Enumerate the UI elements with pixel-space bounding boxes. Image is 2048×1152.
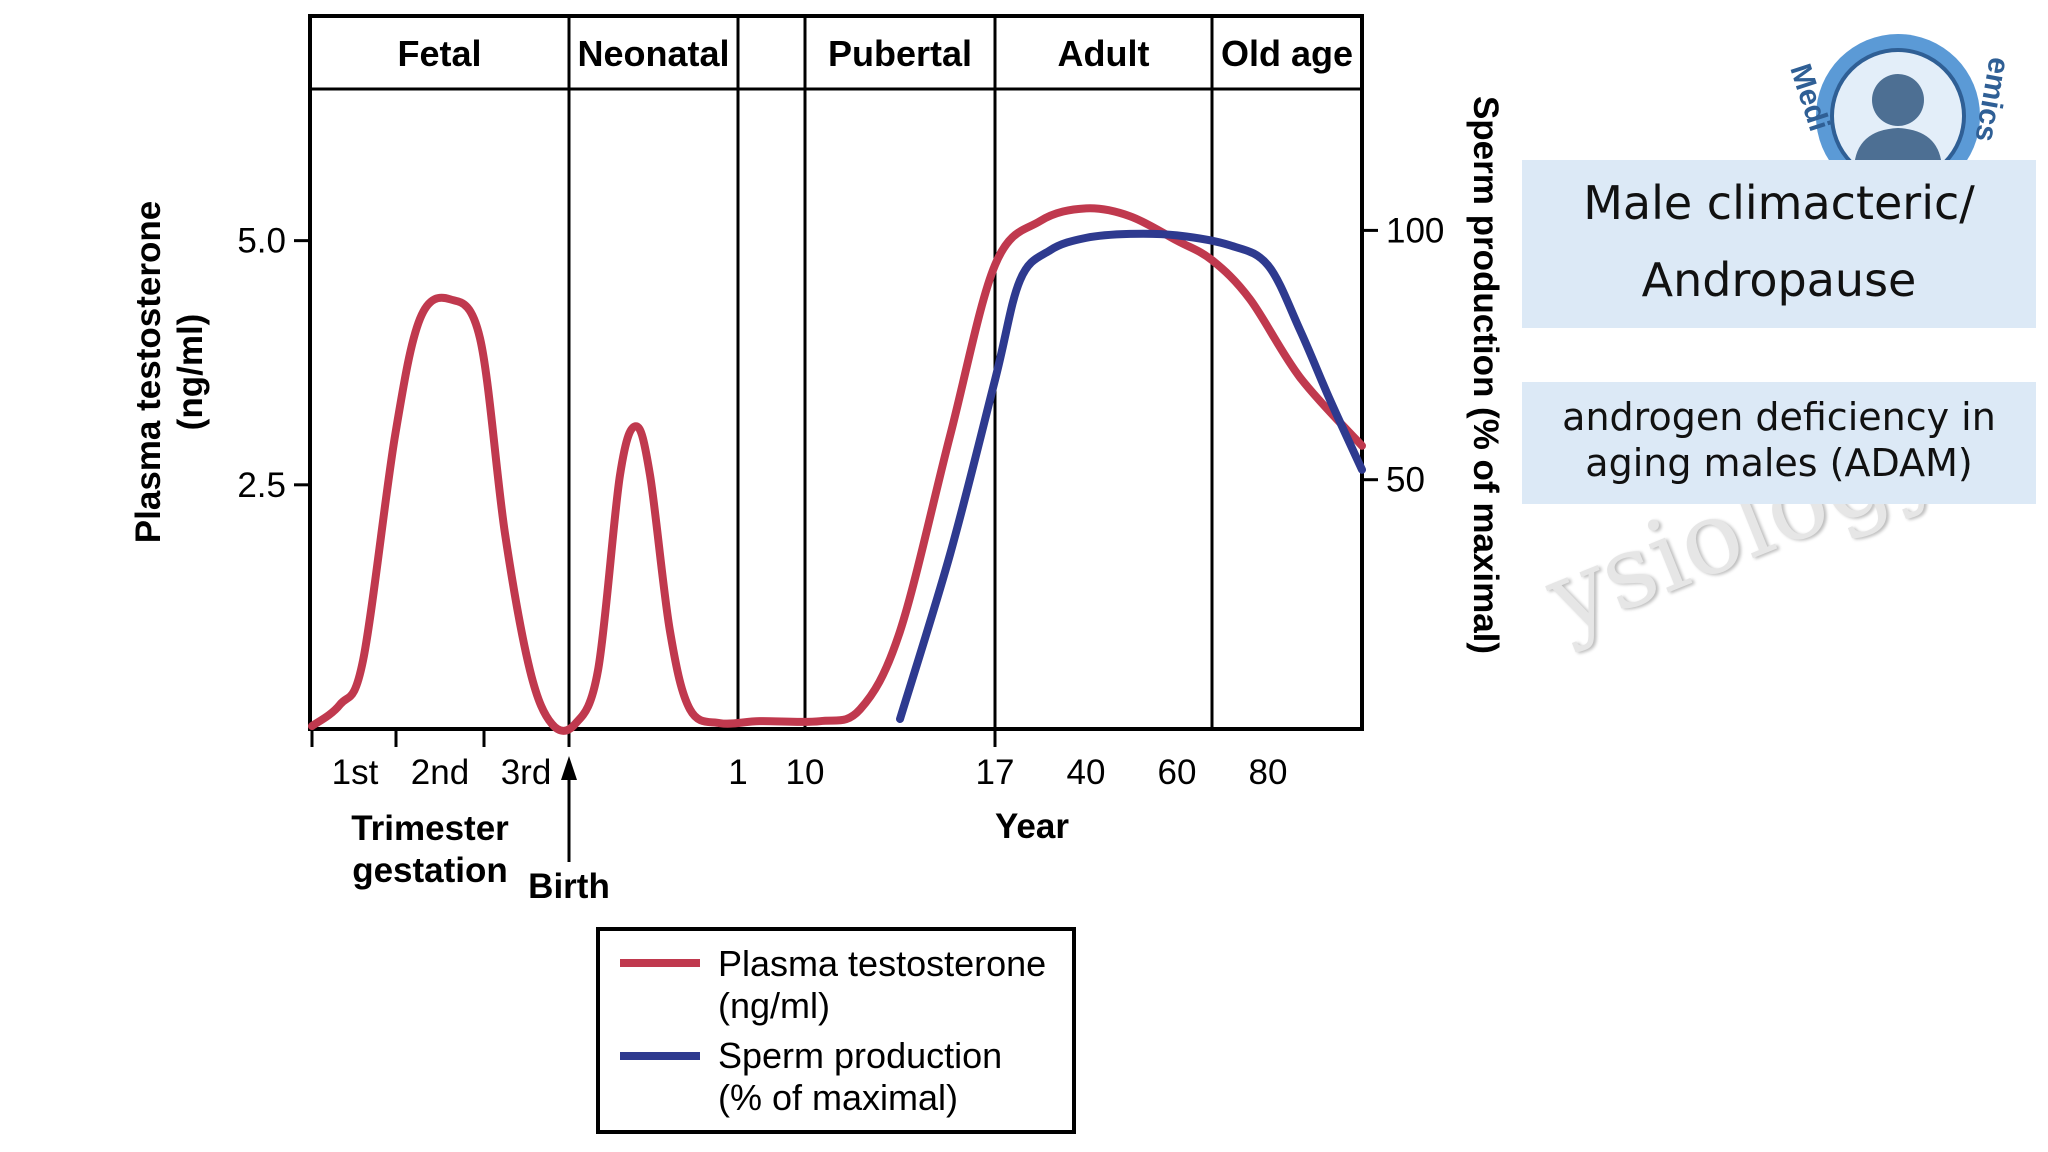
adam-box: androgen deficiency in aging males (ADAM…: [1522, 382, 2036, 504]
trimester-tick-label: 1st: [332, 753, 379, 792]
phase-label: Old age: [1221, 33, 1353, 74]
sperm-production-curve: [896, 229, 1366, 724]
legend-sperm-line2: (% of maximal): [718, 1077, 958, 1118]
andropause-box: Male climacteric/ Andropause: [1522, 160, 2036, 328]
trimester-label-line2: gestation: [352, 851, 508, 890]
year-tick-label: 17: [976, 753, 1015, 792]
left-axis-title-line2: (ng/ml): [171, 314, 210, 431]
right-axis-title: Sperm production (% of maximal): [1466, 96, 1505, 654]
adam-line2: aging males (ADAM): [1585, 441, 1973, 485]
testosterone-curve: [308, 204, 1366, 735]
plot-frame: [308, 14, 1364, 731]
trimester-tick-label: 2nd: [411, 753, 469, 792]
left-axis-title-line1: Plasma testosterone: [129, 201, 168, 543]
phase-label: Neonatal: [577, 33, 729, 74]
channel-logo: Medi emics: [1780, 18, 2016, 168]
doctor-body-icon: [1854, 128, 1942, 168]
year-tick-label: 10: [786, 753, 825, 792]
trimester-label-line1: Trimester: [351, 809, 509, 848]
legend-testosterone-line2: (ng/ml): [718, 985, 830, 1026]
left-tick-label: 2.5: [237, 466, 286, 505]
right-tick-label: 100: [1386, 211, 1444, 250]
andropause-line2: Andropause: [1641, 253, 1917, 307]
year-tick-label: 80: [1249, 753, 1288, 792]
data-points: [355, 211, 1268, 729]
birth-label: Birth: [528, 867, 610, 906]
year-tick-label: 40: [1067, 753, 1106, 792]
phase-label: Fetal: [397, 33, 481, 74]
year-tick-label: 60: [1158, 753, 1197, 792]
year-tick-label: 1: [728, 753, 747, 792]
adam-line1: androgen deficiency in: [1562, 395, 1996, 439]
left-tick-label: 5.0: [237, 222, 286, 261]
phase-label: Adult: [1058, 33, 1150, 74]
logo-text-left: Medi: [1783, 60, 1836, 135]
legend-sperm-line1: Sperm production: [718, 1035, 1002, 1076]
phase-label: Pubertal: [828, 33, 972, 74]
doctor-head-icon: [1872, 74, 1924, 126]
logo-text-right: emics: [1968, 55, 2015, 145]
legend-testosterone-line1: Plasma testosterone: [718, 943, 1046, 984]
right-tick-label: 50: [1386, 461, 1425, 500]
andropause-line1: Male climacteric/: [1583, 176, 1975, 230]
trimester-tick-label: 3rd: [501, 753, 552, 792]
birth-arrow-head: [561, 756, 577, 780]
year-label: Year: [995, 807, 1069, 846]
